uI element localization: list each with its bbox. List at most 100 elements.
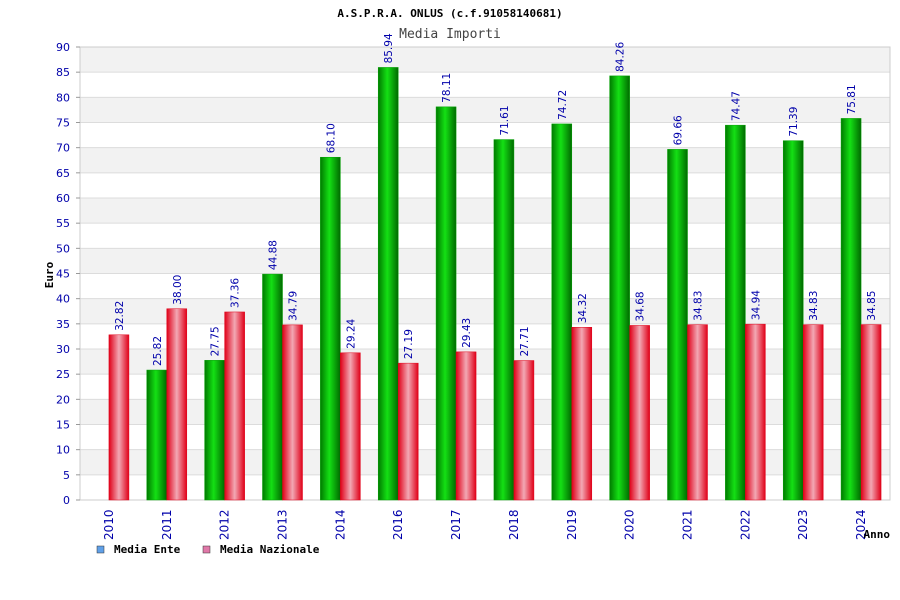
y-tick-label: 45 xyxy=(56,268,70,281)
x-tick-label: 2024 xyxy=(854,509,868,540)
x-tick-label: 2019 xyxy=(565,509,579,540)
data-label-media-ente-2017: 78.11 xyxy=(441,73,453,103)
y-tick-label: 50 xyxy=(56,242,70,255)
bar-media-ente-2017 xyxy=(435,106,457,501)
y-tick-label: 90 xyxy=(56,41,70,54)
grid-band xyxy=(80,223,890,249)
x-axis-label: Anno xyxy=(864,528,891,541)
y-tick-label: 80 xyxy=(56,91,70,104)
x-tick-label: 2011 xyxy=(160,509,174,540)
bar-media-nazionale-2014 xyxy=(340,352,361,501)
bar-media-nazionale-2016 xyxy=(397,362,419,501)
chart-subtitle: Media Importi xyxy=(399,27,501,42)
bars xyxy=(108,67,882,501)
data-label-media-ente-2018: 71.61 xyxy=(499,106,511,136)
grid-band xyxy=(80,323,890,349)
y-tick-label: 30 xyxy=(56,343,70,356)
legend-label-media-ente: Media Ente xyxy=(114,543,181,556)
bar-media-ente-2011 xyxy=(146,369,168,501)
data-label-media-nazionale-2023: 34.83 xyxy=(808,291,820,321)
x-axis-ticks: 2010 2011 2012 2013 2014 2016 2017 2018 2019 2020… xyxy=(102,509,868,540)
grid-band xyxy=(80,172,890,198)
data-label-media-nazionale-2017: 29.43 xyxy=(461,318,473,348)
bar-media-nazionale-2023 xyxy=(802,324,824,501)
grid-band xyxy=(80,72,890,98)
bar-media-ente-2020 xyxy=(609,75,630,501)
y-tick-label: 0 xyxy=(63,494,70,507)
data-label-media-nazionale-2011: 38.00 xyxy=(172,275,184,305)
chart-title: A.S.P.R.A. ONLUS (c.f.91058140681) xyxy=(337,7,562,20)
data-label-media-nazionale-2013: 34.79 xyxy=(288,291,300,321)
bar-media-nazionale-2022 xyxy=(745,323,766,501)
y-tick-label: 5 xyxy=(63,469,70,482)
y-tick-label: 10 xyxy=(56,444,70,457)
data-label-media-ente-2014: 68.10 xyxy=(325,123,337,153)
bar-media-ente-2014 xyxy=(320,156,341,501)
bar-media-nazionale-2013 xyxy=(282,324,303,501)
y-tick-label: 75 xyxy=(56,117,70,130)
bar-media-nazionale-2012 xyxy=(224,311,245,501)
bar-media-nazionale-2019 xyxy=(571,327,593,501)
x-tick-label: 2013 xyxy=(276,509,290,540)
x-tick-label: 2017 xyxy=(449,509,463,540)
x-tick-label: 2022 xyxy=(738,509,752,540)
grid-band xyxy=(80,248,890,274)
x-tick-label: 2010 xyxy=(102,509,116,540)
bar-media-ente-2021 xyxy=(667,149,688,501)
data-label-media-nazionale-2020: 34.68 xyxy=(635,291,647,321)
bar-media-ente-2022 xyxy=(725,124,746,501)
data-label-media-nazionale-2016: 27.19 xyxy=(403,329,415,359)
grid-band xyxy=(80,424,890,450)
grid-band xyxy=(80,97,890,123)
y-tick-label: 85 xyxy=(56,66,70,79)
y-tick-label: 40 xyxy=(56,293,70,306)
grid-band xyxy=(80,147,890,173)
x-tick-label: 2021 xyxy=(681,509,695,540)
x-tick-label: 2020 xyxy=(623,509,637,540)
data-label-media-nazionale-2014: 29.24 xyxy=(345,318,357,348)
y-axis-label: Euro xyxy=(43,261,56,288)
bar-media-nazionale-2020 xyxy=(629,325,650,501)
legend-label-media-nazionale: Media Nazionale xyxy=(220,543,320,556)
data-label-media-nazionale-2024: 34.85 xyxy=(866,291,878,321)
y-tick-label: 35 xyxy=(56,318,70,331)
y-tick-label: 60 xyxy=(56,192,70,205)
grid-band xyxy=(80,273,890,299)
data-label-media-ente-2011: 25.82 xyxy=(152,336,164,366)
y-tick-label: 15 xyxy=(56,419,70,432)
bar-media-nazionale-2024 xyxy=(860,324,882,501)
grid-band xyxy=(80,298,890,324)
data-label-media-ente-2021: 69.66 xyxy=(673,115,685,145)
x-tick-label: 2016 xyxy=(391,509,405,540)
grid-band xyxy=(80,349,890,375)
data-label-media-ente-2022: 74.47 xyxy=(730,91,742,121)
data-label-media-nazionale-2019: 34.32 xyxy=(577,293,589,323)
y-tick-label: 20 xyxy=(56,393,70,406)
data-label-media-nazionale-2012: 37.36 xyxy=(230,278,242,308)
bar-media-nazionale-2010 xyxy=(108,334,130,501)
bar-media-ente-2013 xyxy=(262,273,283,501)
data-label-media-ente-2019: 74.72 xyxy=(557,90,569,120)
y-axis-ticks: 0 5 10 15 20 25 30 35 40 45 50 55 60 65 70 75 80 85 90 xyxy=(56,41,80,507)
grid-band xyxy=(80,449,890,475)
bar-media-ente-2018 xyxy=(493,139,515,501)
data-label-media-nazionale-2018: 27.71 xyxy=(519,326,531,356)
data-labels: 32.82 25.82 38.00 27.75 37.36 44.88 34.79 68.10… xyxy=(114,33,878,366)
grid-band xyxy=(80,474,890,500)
bar-media-ente-2024 xyxy=(840,118,862,501)
legend-swatch-media-nazionale xyxy=(202,545,211,554)
x-tick-label: 2014 xyxy=(333,509,347,540)
y-tick-label: 25 xyxy=(56,368,70,381)
data-label-media-ente-2016: 85.94 xyxy=(383,33,395,63)
bar-media-ente-2012 xyxy=(204,360,225,501)
bar-media-nazionale-2011 xyxy=(166,308,188,501)
grid-band xyxy=(80,198,890,224)
bar-media-nazionale-2017 xyxy=(455,351,477,501)
data-label-media-nazionale-2022: 34.94 xyxy=(750,290,762,320)
data-label-media-ente-2012: 27.75 xyxy=(210,326,222,356)
grid-band xyxy=(80,399,890,425)
grid-band xyxy=(80,47,890,73)
bar-media-ente-2023 xyxy=(782,140,804,501)
